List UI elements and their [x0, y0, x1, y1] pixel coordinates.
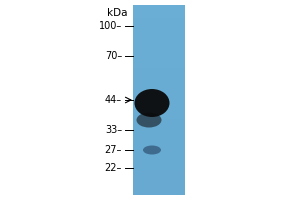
Bar — [133, 163, 185, 170]
Bar — [133, 43, 185, 49]
Bar — [133, 18, 185, 24]
Text: 100–: 100– — [99, 21, 122, 31]
Text: 70–: 70– — [105, 51, 122, 61]
Bar — [133, 5, 185, 195]
Bar — [133, 106, 185, 113]
Bar — [133, 11, 185, 18]
Text: 27–: 27– — [105, 145, 122, 155]
Bar — [133, 37, 185, 43]
Ellipse shape — [134, 89, 170, 117]
Bar — [133, 182, 185, 189]
Bar — [133, 100, 185, 106]
Bar — [133, 157, 185, 163]
Bar — [133, 94, 185, 100]
Bar — [133, 151, 185, 157]
Bar — [133, 49, 185, 56]
Bar — [133, 5, 185, 11]
Bar — [133, 30, 185, 37]
Ellipse shape — [143, 146, 161, 154]
Ellipse shape — [136, 112, 161, 128]
Bar — [133, 189, 185, 195]
Bar — [133, 81, 185, 87]
Bar — [133, 62, 185, 68]
Bar — [133, 138, 185, 144]
Bar — [133, 176, 185, 182]
Bar — [133, 75, 185, 81]
Bar — [133, 170, 185, 176]
Bar — [133, 125, 185, 132]
Text: 44–: 44– — [105, 95, 122, 105]
Bar — [133, 144, 185, 151]
Text: 33–: 33– — [105, 125, 122, 135]
Bar — [133, 132, 185, 138]
Text: kDa: kDa — [107, 8, 128, 18]
Bar — [133, 119, 185, 125]
Bar — [133, 24, 185, 30]
Bar — [133, 113, 185, 119]
Text: 22–: 22– — [105, 163, 122, 173]
Bar — [133, 68, 185, 75]
Bar — [133, 56, 185, 62]
Bar — [133, 87, 185, 94]
